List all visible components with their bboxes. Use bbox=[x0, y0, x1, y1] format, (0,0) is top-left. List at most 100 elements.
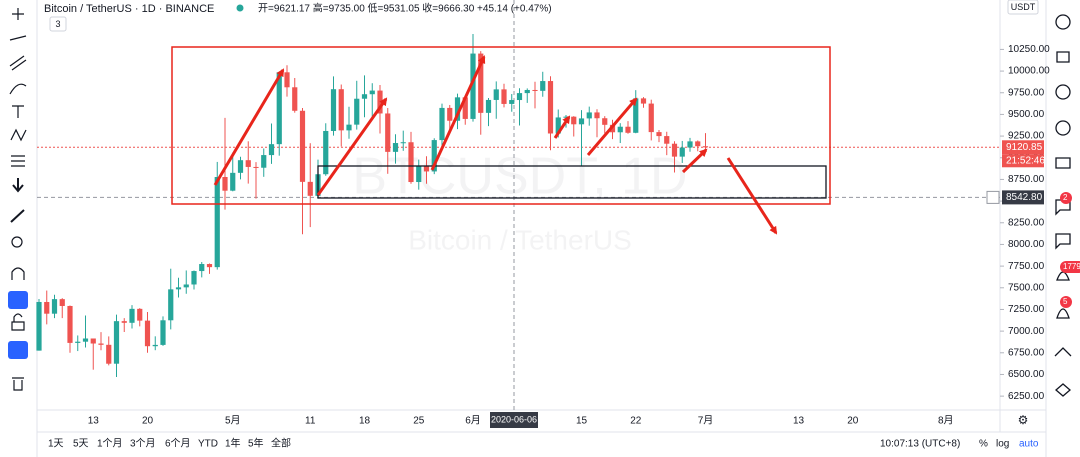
active-tool[interactable] bbox=[8, 341, 28, 359]
candle-body bbox=[625, 126, 631, 133]
candle-body bbox=[214, 177, 220, 268]
x-tick-label: 11 bbox=[305, 416, 316, 427]
auto-toggle[interactable]: auto bbox=[1019, 439, 1039, 450]
candle-body bbox=[98, 343, 104, 345]
support-box bbox=[317, 165, 827, 199]
magnet-tool[interactable] bbox=[11, 267, 25, 280]
list-icon[interactable] bbox=[1056, 51, 1070, 63]
candle-body bbox=[369, 90, 375, 95]
log-toggle[interactable]: log bbox=[996, 439, 1009, 450]
candle-body bbox=[160, 320, 166, 345]
crosshair-date-label: 2020-06-06 bbox=[491, 414, 537, 424]
candle-body bbox=[67, 305, 73, 343]
range-box bbox=[171, 46, 831, 205]
range-button[interactable]: 1年 bbox=[225, 437, 241, 450]
collapse-icon[interactable] bbox=[1054, 347, 1072, 357]
range-button[interactable]: 3个月 bbox=[130, 438, 156, 450]
alarm-icon[interactable] bbox=[1055, 14, 1071, 30]
arrow-tool[interactable] bbox=[12, 178, 24, 193]
x-tick-label: 22 bbox=[630, 416, 642, 427]
text-tool[interactable] bbox=[12, 105, 24, 118]
candle-body bbox=[617, 126, 623, 133]
idea-icon[interactable] bbox=[1056, 271, 1070, 281]
candle-body bbox=[261, 155, 267, 168]
indicator-toggle[interactable] bbox=[49, 16, 67, 32]
candle-body bbox=[656, 132, 662, 137]
range-button[interactable]: 5年 bbox=[248, 437, 264, 450]
countdown-label: 21:52:46 bbox=[1006, 155, 1045, 166]
candle-body bbox=[400, 142, 406, 144]
candle-body bbox=[245, 160, 251, 167]
chat-icon[interactable] bbox=[1055, 233, 1071, 250]
x-tick-label: 8月 bbox=[938, 415, 954, 427]
settings-icon[interactable]: ⚙ bbox=[1018, 413, 1029, 427]
zoom-tool[interactable] bbox=[11, 236, 23, 248]
crosshair-tool[interactable] bbox=[12, 8, 24, 20]
right-icons bbox=[1054, 14, 1072, 397]
countdown-box bbox=[1002, 154, 1044, 168]
y-tick-label: 7000.00 bbox=[1008, 326, 1045, 337]
candle-body bbox=[230, 172, 236, 191]
currency-box[interactable] bbox=[1007, 0, 1039, 15]
layers-icon[interactable] bbox=[1055, 383, 1071, 397]
clock: 10:07:13 (UTC+8) bbox=[880, 439, 960, 450]
range-button[interactable]: YTD bbox=[198, 439, 218, 450]
candle-body bbox=[509, 100, 515, 104]
candle-body bbox=[183, 284, 189, 288]
candle-body bbox=[648, 103, 654, 133]
range-button[interactable]: 1天 bbox=[48, 439, 64, 450]
range-button[interactable]: 1个月 bbox=[97, 438, 123, 450]
trash-tool[interactable] bbox=[12, 377, 24, 391]
ruler-tool[interactable] bbox=[10, 209, 25, 223]
symbol-title: Bitcoin / TetherUS · 1D · BINANCE bbox=[44, 3, 214, 15]
fib-tool[interactable] bbox=[9, 55, 27, 71]
range-button[interactable]: 6个月 bbox=[165, 438, 191, 450]
line-tool[interactable] bbox=[9, 35, 27, 41]
candle-body bbox=[664, 136, 670, 144]
candle-body bbox=[501, 89, 507, 104]
y-tick-label: 8000.00 bbox=[1008, 239, 1045, 250]
x-tick-label: 25 bbox=[413, 416, 425, 427]
clock-icon[interactable] bbox=[1055, 84, 1071, 100]
candle-body bbox=[222, 177, 228, 191]
range-button[interactable]: 5天 bbox=[73, 439, 89, 450]
candle-body bbox=[206, 264, 213, 268]
target-icon[interactable] bbox=[1055, 120, 1071, 136]
crosshair-price-box bbox=[1002, 190, 1044, 205]
active-tool[interactable] bbox=[8, 291, 28, 309]
candle-body bbox=[439, 107, 445, 141]
candle-body bbox=[51, 299, 58, 314]
candle-body bbox=[106, 344, 112, 364]
candle-body bbox=[470, 53, 476, 119]
candle-body bbox=[361, 94, 368, 99]
candle-body bbox=[137, 308, 143, 321]
candle-body bbox=[292, 87, 298, 111]
candle-body bbox=[555, 117, 561, 134]
candle-body bbox=[516, 93, 523, 101]
lock-tool[interactable] bbox=[11, 313, 25, 331]
range-button[interactable]: 全部 bbox=[271, 437, 291, 450]
candle-body bbox=[695, 141, 701, 147]
candle-body bbox=[129, 308, 135, 323]
arrow bbox=[586, 97, 638, 156]
calendar-icon[interactable] bbox=[1055, 157, 1071, 169]
candle-body bbox=[144, 320, 151, 347]
candle-body bbox=[354, 98, 360, 125]
candle-body bbox=[191, 271, 197, 285]
indicator-count: 3 bbox=[55, 19, 60, 29]
candle-body bbox=[524, 89, 530, 94]
pattern-tool[interactable] bbox=[10, 128, 27, 142]
percent-toggle[interactable]: % bbox=[979, 439, 988, 450]
y-tick-label: 8750.00 bbox=[1008, 174, 1045, 185]
arrow bbox=[213, 68, 285, 186]
candle-body bbox=[36, 301, 42, 351]
currency: USDT bbox=[1011, 2, 1036, 12]
brush-tool[interactable] bbox=[9, 83, 27, 95]
last-price-label: 9120.85 bbox=[1006, 142, 1043, 153]
prediction-tool[interactable] bbox=[11, 155, 25, 167]
candle-body bbox=[307, 181, 313, 196]
bell-icon[interactable] bbox=[1056, 308, 1070, 319]
candle-body bbox=[199, 264, 205, 272]
add-button bbox=[986, 190, 1000, 204]
